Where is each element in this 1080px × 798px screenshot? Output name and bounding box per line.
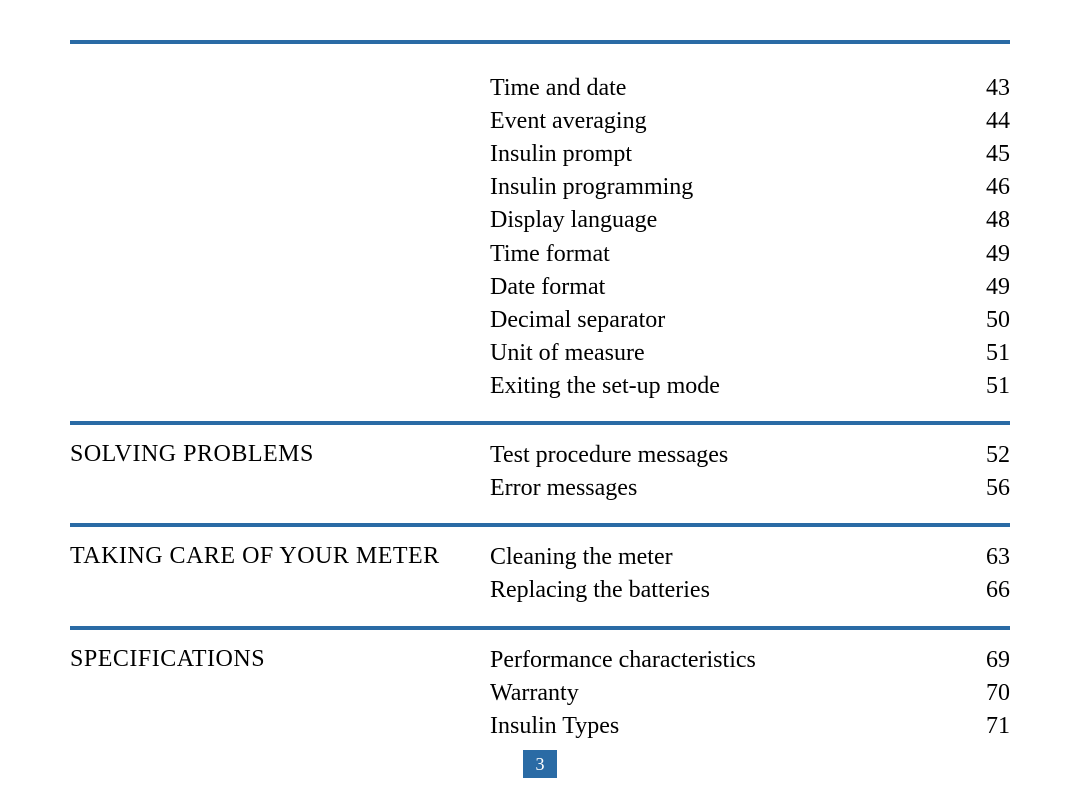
section-header: SPECIFICATIONS — [70, 644, 490, 743]
toc-item-page: 49 — [960, 271, 1010, 304]
toc-item-page: 63 — [960, 541, 1010, 574]
toc-item-label: Warranty — [490, 677, 960, 710]
toc-item-page: 48 — [960, 204, 1010, 237]
section-header — [70, 72, 490, 403]
toc-row: Performance characteristics69 — [490, 644, 1010, 677]
section-rule — [70, 421, 1010, 425]
toc-item-label: Error messages — [490, 472, 960, 505]
toc-item-label: Exiting the set-up mode — [490, 370, 960, 403]
toc-item-page: 56 — [960, 472, 1010, 505]
toc-row: Cleaning the meter63 — [490, 541, 1010, 574]
toc-item-label: Decimal separator — [490, 304, 960, 337]
toc-section: TAKING CARE OF YOUR METERCleaning the me… — [70, 537, 1010, 611]
toc-item-label: Event averaging — [490, 105, 960, 138]
toc-row: Test procedure messages52 — [490, 439, 1010, 472]
section-items: Time and date43Event averaging44Insulin … — [490, 72, 1010, 403]
toc-item-label: Insulin prompt — [490, 138, 960, 171]
toc-row: Decimal separator50 — [490, 304, 1010, 337]
section-rule — [70, 626, 1010, 630]
toc-row: Exiting the set-up mode51 — [490, 370, 1010, 403]
toc-row: Unit of measure51 — [490, 337, 1010, 370]
toc-item-page: 66 — [960, 574, 1010, 607]
toc-item-page: 51 — [960, 337, 1010, 370]
toc-item-label: Display language — [490, 204, 960, 237]
toc-item-label: Performance characteristics — [490, 644, 960, 677]
toc-item-label: Time format — [490, 238, 960, 271]
toc-row: Insulin Types71 — [490, 710, 1010, 743]
toc-item-page: 50 — [960, 304, 1010, 337]
page-number-badge: 3 — [523, 750, 557, 778]
page-number: 3 — [536, 754, 545, 775]
toc-item-label: Cleaning the meter — [490, 541, 960, 574]
toc-item-label: Insulin programming — [490, 171, 960, 204]
toc-item-page: 71 — [960, 710, 1010, 743]
section-items: Test procedure messages52Error messages5… — [490, 439, 1010, 505]
toc-row: Display language48 — [490, 204, 1010, 237]
toc-item-label: Test procedure messages — [490, 439, 960, 472]
table-of-contents: Time and date43Event averaging44Insulin … — [70, 68, 1010, 747]
toc-item-label: Replacing the batteries — [490, 574, 960, 607]
toc-item-label: Time and date — [490, 72, 960, 105]
section-header: TAKING CARE OF YOUR METER — [70, 541, 490, 607]
toc-row: Date format49 — [490, 271, 1010, 304]
top-rule — [70, 40, 1010, 44]
toc-section: SPECIFICATIONSPerformance characteristic… — [70, 640, 1010, 747]
section-items: Cleaning the meter63Replacing the batter… — [490, 541, 1010, 607]
toc-row: Error messages56 — [490, 472, 1010, 505]
toc-item-page: 43 — [960, 72, 1010, 105]
toc-row: Time and date43 — [490, 72, 1010, 105]
section-header: SOLVING PROBLEMS — [70, 439, 490, 505]
toc-item-label: Insulin Types — [490, 710, 960, 743]
toc-item-page: 52 — [960, 439, 1010, 472]
toc-item-label: Date format — [490, 271, 960, 304]
toc-item-page: 44 — [960, 105, 1010, 138]
toc-item-page: 70 — [960, 677, 1010, 710]
toc-row: Insulin prompt45 — [490, 138, 1010, 171]
toc-item-page: 46 — [960, 171, 1010, 204]
toc-row: Insulin programming46 — [490, 171, 1010, 204]
toc-item-page: 45 — [960, 138, 1010, 171]
toc-section: SOLVING PROBLEMSTest procedure messages5… — [70, 435, 1010, 509]
toc-item-page: 69 — [960, 644, 1010, 677]
toc-item-label: Unit of measure — [490, 337, 960, 370]
toc-section: Time and date43Event averaging44Insulin … — [70, 68, 1010, 407]
toc-row: Time format49 — [490, 238, 1010, 271]
toc-item-page: 51 — [960, 370, 1010, 403]
toc-item-page: 49 — [960, 238, 1010, 271]
section-rule — [70, 523, 1010, 527]
toc-row: Warranty70 — [490, 677, 1010, 710]
section-items: Performance characteristics69Warranty70I… — [490, 644, 1010, 743]
toc-row: Event averaging44 — [490, 105, 1010, 138]
toc-row: Replacing the batteries66 — [490, 574, 1010, 607]
